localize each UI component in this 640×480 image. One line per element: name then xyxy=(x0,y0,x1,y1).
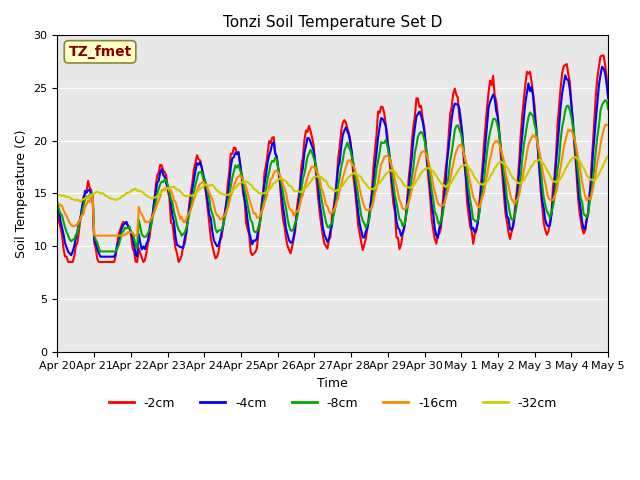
Line: -8cm: -8cm xyxy=(58,100,608,252)
-4cm xyxy=(54,203,61,209)
-32cm xyxy=(220,192,227,197)
Line: -4cm: -4cm xyxy=(58,67,608,257)
-16cm xyxy=(220,214,227,220)
-16cm xyxy=(575,161,583,167)
-4cm xyxy=(97,254,104,260)
-16cm xyxy=(123,231,131,237)
-16cm xyxy=(54,200,61,205)
-8cm xyxy=(123,226,131,231)
-8cm xyxy=(97,249,104,254)
-8cm xyxy=(296,199,303,205)
-32cm xyxy=(604,153,612,159)
-8cm xyxy=(237,171,245,177)
-2cm xyxy=(123,220,131,226)
Title: Tonzi Soil Temperature Set D: Tonzi Soil Temperature Set D xyxy=(223,15,442,30)
-16cm xyxy=(603,122,611,128)
-8cm xyxy=(247,217,255,223)
Line: -2cm: -2cm xyxy=(58,55,608,262)
Text: TZ_fmet: TZ_fmet xyxy=(68,45,132,59)
-8cm xyxy=(220,222,227,228)
-2cm xyxy=(247,250,255,255)
-8cm xyxy=(601,97,609,103)
-16cm xyxy=(604,122,612,128)
-4cm xyxy=(220,224,227,229)
-16cm xyxy=(296,203,303,208)
-32cm xyxy=(77,199,84,204)
-16cm xyxy=(92,233,100,239)
Line: -16cm: -16cm xyxy=(58,125,608,236)
-4cm xyxy=(604,95,612,101)
-4cm xyxy=(237,171,245,177)
-2cm xyxy=(296,185,303,191)
Legend: -2cm, -4cm, -8cm, -16cm, -32cm: -2cm, -4cm, -8cm, -16cm, -32cm xyxy=(104,392,562,415)
-8cm xyxy=(604,107,612,112)
-8cm xyxy=(575,177,583,182)
-4cm xyxy=(123,219,131,225)
-32cm xyxy=(296,189,303,195)
-32cm xyxy=(54,193,61,199)
-32cm xyxy=(575,158,583,164)
Line: -32cm: -32cm xyxy=(58,156,608,202)
-4cm xyxy=(296,188,303,194)
-2cm xyxy=(64,259,72,265)
-4cm xyxy=(598,64,606,70)
X-axis label: Time: Time xyxy=(317,377,348,390)
-16cm xyxy=(237,174,245,180)
-2cm xyxy=(575,206,583,212)
-4cm xyxy=(247,236,255,241)
-8cm xyxy=(54,200,61,205)
-32cm xyxy=(247,182,255,188)
-2cm xyxy=(54,207,61,213)
-2cm xyxy=(237,172,245,178)
-16cm xyxy=(247,201,255,207)
-2cm xyxy=(604,96,612,101)
-2cm xyxy=(600,52,607,58)
Y-axis label: Soil Temperature (C): Soil Temperature (C) xyxy=(15,129,28,258)
-2cm xyxy=(220,222,227,228)
-32cm xyxy=(237,180,245,185)
-32cm xyxy=(123,190,131,196)
-4cm xyxy=(575,194,583,200)
